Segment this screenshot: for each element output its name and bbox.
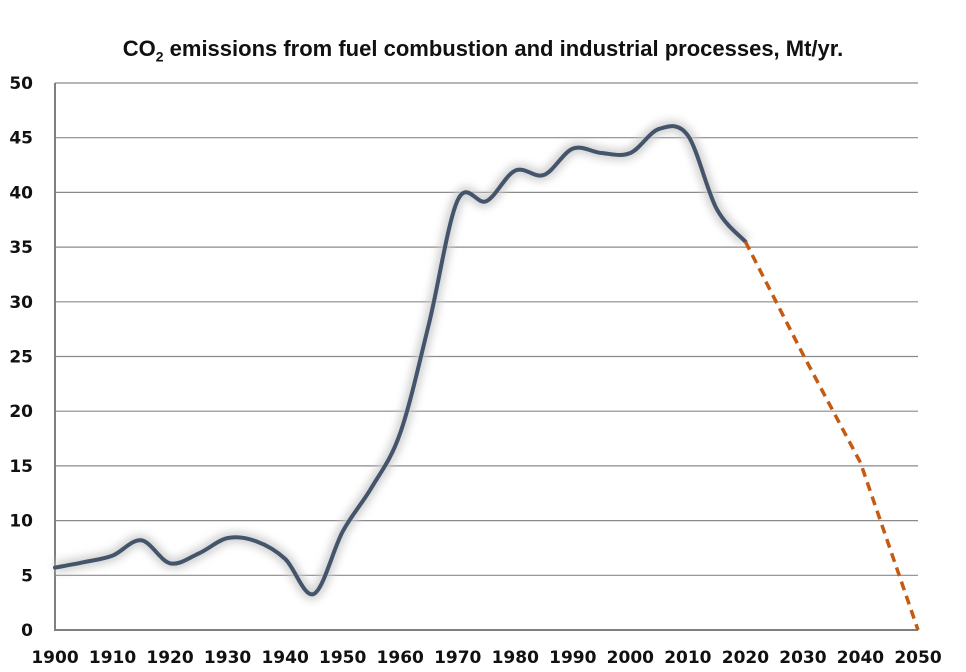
x-tick-label: 1940 — [261, 648, 308, 668]
title-text: CO — [122, 36, 156, 61]
y-tick-label: 35 — [9, 238, 33, 258]
y-tick-label: 50 — [9, 74, 33, 94]
y-tick-label: 20 — [9, 402, 33, 422]
x-tick-label: 1970 — [434, 648, 481, 668]
x-tick-label: 2010 — [664, 648, 711, 668]
x-tick-label: 1960 — [377, 648, 424, 668]
y-tick-label: 10 — [9, 512, 33, 532]
y-tick-label: 40 — [9, 183, 33, 203]
x-tick-label: 1910 — [89, 648, 136, 668]
x-tick-label: 2020 — [722, 648, 769, 668]
series-line-shadow — [53, 120, 750, 601]
y-tick-label: 5 — [21, 566, 33, 586]
chart-title: CO2 emissions from fuel combustion and i… — [0, 36, 966, 64]
series-line-projection — [743, 240, 920, 631]
title-text-rest: emissions from fuel combustion and indus… — [163, 36, 844, 61]
x-tick-label: 1930 — [204, 648, 251, 668]
y-tick-label: 0 — [21, 621, 33, 641]
x-tick-label: 1990 — [549, 648, 596, 668]
y-tick-label: 45 — [9, 129, 33, 149]
x-tick-label: 2000 — [607, 648, 654, 668]
title-subscript: 2 — [155, 48, 164, 65]
series-line-historical — [53, 124, 748, 597]
x-tick-label: 1900 — [31, 648, 78, 668]
y-tick-label: 15 — [9, 457, 33, 477]
x-tick-label: 1950 — [319, 648, 366, 668]
x-tick-label: 2050 — [894, 648, 941, 668]
y-tick-label: 30 — [9, 293, 33, 313]
x-tick-label: 1980 — [492, 648, 539, 668]
y-tick-label: 25 — [9, 348, 33, 368]
x-tick-label: 1920 — [146, 648, 193, 668]
x-tick-label: 2040 — [837, 648, 884, 668]
x-tick-label: 2030 — [779, 648, 826, 668]
